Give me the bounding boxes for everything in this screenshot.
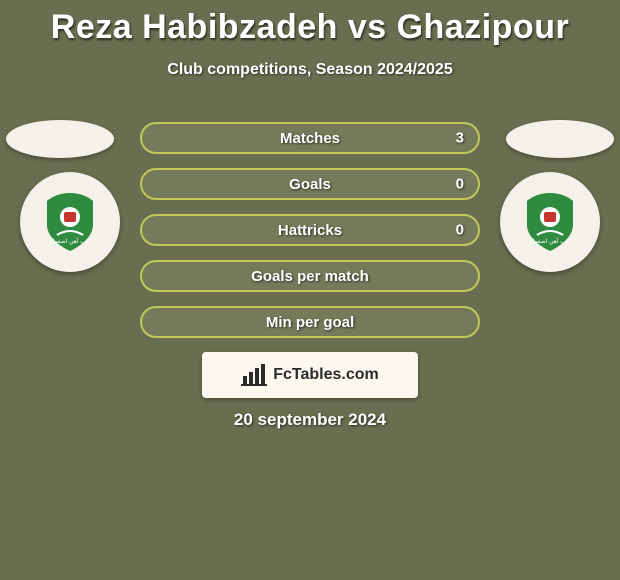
stat-right-value: 0: [456, 176, 464, 193]
stat-row-hattricks: Hattricks 0: [140, 214, 480, 246]
svg-text:ذوب آهن اصفهان: ذوب آهن اصفهان: [49, 237, 92, 245]
player-left-photo-placeholder: [6, 120, 114, 158]
stat-label: Matches: [280, 130, 340, 147]
stat-row-min-per-goal: Min per goal: [140, 306, 480, 338]
svg-text:ذوب آهن اصفهان: ذوب آهن اصفهان: [529, 237, 572, 245]
page-subtitle: Club competitions, Season 2024/2025: [0, 61, 620, 79]
stat-row-goals: Goals 0: [140, 168, 480, 200]
stat-label: Goals per match: [251, 268, 369, 285]
attribution-text: FcTables.com: [273, 366, 379, 384]
club-emblem-icon: ذوب آهن اصفهان: [515, 187, 585, 257]
page-title: Reza Habibzadeh vs Ghazipour: [0, 0, 620, 47]
club-emblem-icon: ذوب آهن اصفهان: [35, 187, 105, 257]
stats-column: Matches 3 Goals 0 Hattricks 0 Goals per …: [140, 122, 480, 352]
stat-row-goals-per-match: Goals per match: [140, 260, 480, 292]
attribution-box: FcTables.com: [202, 352, 418, 398]
stat-label: Hattricks: [278, 222, 342, 239]
stat-row-matches: Matches 3: [140, 122, 480, 154]
date-text: 20 september 2024: [0, 410, 620, 430]
stat-label: Min per goal: [266, 314, 354, 331]
club-badge-right: ذوب آهن اصفهان: [500, 172, 600, 272]
club-badge-left: ذوب آهن اصفهان: [20, 172, 120, 272]
stat-right-value: 3: [456, 130, 464, 147]
chart-icon: [241, 364, 267, 386]
stat-label: Goals: [289, 176, 331, 193]
player-right-photo-placeholder: [506, 120, 614, 158]
stat-right-value: 0: [456, 222, 464, 239]
